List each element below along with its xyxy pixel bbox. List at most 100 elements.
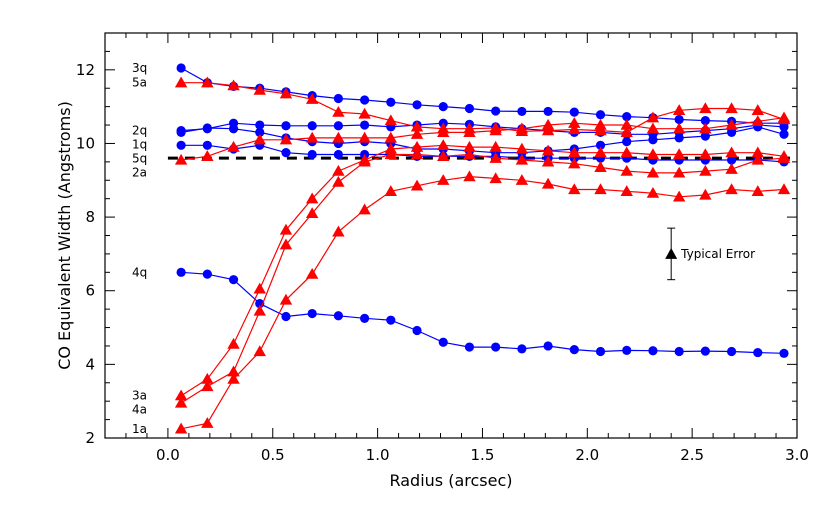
y-tick-label: 2 (85, 429, 95, 447)
series-tag-1a: 1a (132, 422, 147, 436)
series-1q (176, 122, 789, 158)
point-4a (541, 155, 555, 167)
point-2q (333, 121, 343, 131)
point-5a (384, 114, 398, 126)
point-4a (463, 148, 476, 160)
point-2q (255, 120, 265, 130)
point-4a (777, 151, 791, 163)
series-layer (174, 63, 791, 434)
point-4q (307, 308, 317, 319)
point-3a (620, 146, 633, 158)
point-3a (568, 146, 581, 158)
point-3a (489, 140, 502, 152)
point-5a (305, 93, 319, 104)
point-5a (725, 102, 738, 114)
point-5q (307, 149, 317, 160)
point-2a (568, 117, 581, 128)
point-4q (464, 342, 475, 352)
point-1q (228, 124, 239, 134)
point-4q (386, 315, 396, 325)
point-4q (333, 311, 343, 321)
point-3q (543, 106, 553, 117)
point-5q (202, 140, 212, 150)
point-1a (646, 186, 660, 198)
point-4q (569, 345, 579, 355)
point-1a (751, 185, 764, 196)
point-2a (305, 131, 319, 143)
series-2a (174, 111, 791, 165)
point-4q (412, 325, 422, 336)
point-2a (620, 118, 633, 130)
point-5a (699, 102, 712, 114)
point-3a (332, 164, 345, 176)
point-1a (227, 372, 240, 384)
point-4a (489, 151, 502, 163)
point-3q (517, 106, 527, 117)
point-2a (725, 118, 738, 130)
point-3q (464, 103, 475, 114)
series-4q (176, 267, 789, 358)
point-5a (174, 76, 188, 88)
series-tag-2a: 2a (132, 166, 147, 180)
point-3a (699, 148, 712, 160)
point-4a (594, 161, 607, 173)
point-3a (384, 142, 398, 154)
point-1q (176, 127, 186, 138)
point-3a (515, 142, 529, 154)
point-2q (307, 121, 317, 131)
point-4q (726, 346, 737, 357)
point-1a (672, 190, 686, 202)
point-3a (751, 146, 764, 158)
point-4q (438, 337, 448, 347)
point-2a (646, 122, 660, 134)
point-2a (201, 150, 214, 161)
x-tick-label: 3.0 (785, 446, 809, 464)
point-4a (332, 175, 345, 187)
point-4q (753, 347, 763, 358)
point-3q (700, 116, 710, 126)
point-3a (541, 144, 555, 156)
x-tick-label: 2.0 (575, 446, 599, 464)
point-2a (410, 128, 424, 139)
point-4q (176, 267, 186, 277)
point-1q (622, 137, 632, 147)
point-1a (777, 183, 791, 195)
point-5a (751, 104, 764, 115)
point-3q (412, 100, 422, 110)
point-4a (384, 148, 398, 160)
point-4a (437, 150, 450, 161)
point-2a (489, 124, 502, 136)
point-2a (515, 122, 529, 134)
point-1a (279, 293, 293, 305)
point-3q (569, 107, 579, 117)
series-line-4q (181, 271, 785, 354)
point-2q (779, 122, 789, 132)
x-axis-title: Radius (arcsec) (389, 471, 512, 490)
point-3a (227, 337, 240, 349)
point-4q (648, 346, 658, 356)
typical-error-label: Typical Error (680, 247, 755, 261)
point-1a (358, 203, 371, 215)
point-1a (410, 179, 424, 191)
x-tick-label: 2.5 (680, 446, 704, 464)
point-3a (725, 146, 738, 158)
point-4q (202, 269, 212, 279)
point-3a (305, 192, 319, 204)
point-3a (594, 146, 607, 158)
point-3q (333, 93, 343, 104)
point-5a (594, 124, 607, 136)
point-1a (384, 185, 398, 196)
point-2a (332, 131, 345, 143)
series-line-5a (181, 82, 785, 134)
point-4a (515, 153, 529, 165)
point-3q (176, 63, 186, 73)
point-4a (568, 157, 581, 169)
point-4a (174, 396, 188, 408)
point-5q (333, 149, 343, 160)
point-5a (568, 123, 581, 135)
series-3a (174, 139, 791, 401)
point-4q (517, 344, 527, 354)
point-5a (358, 107, 371, 119)
point-1a (174, 422, 188, 434)
point-5q (281, 148, 291, 158)
